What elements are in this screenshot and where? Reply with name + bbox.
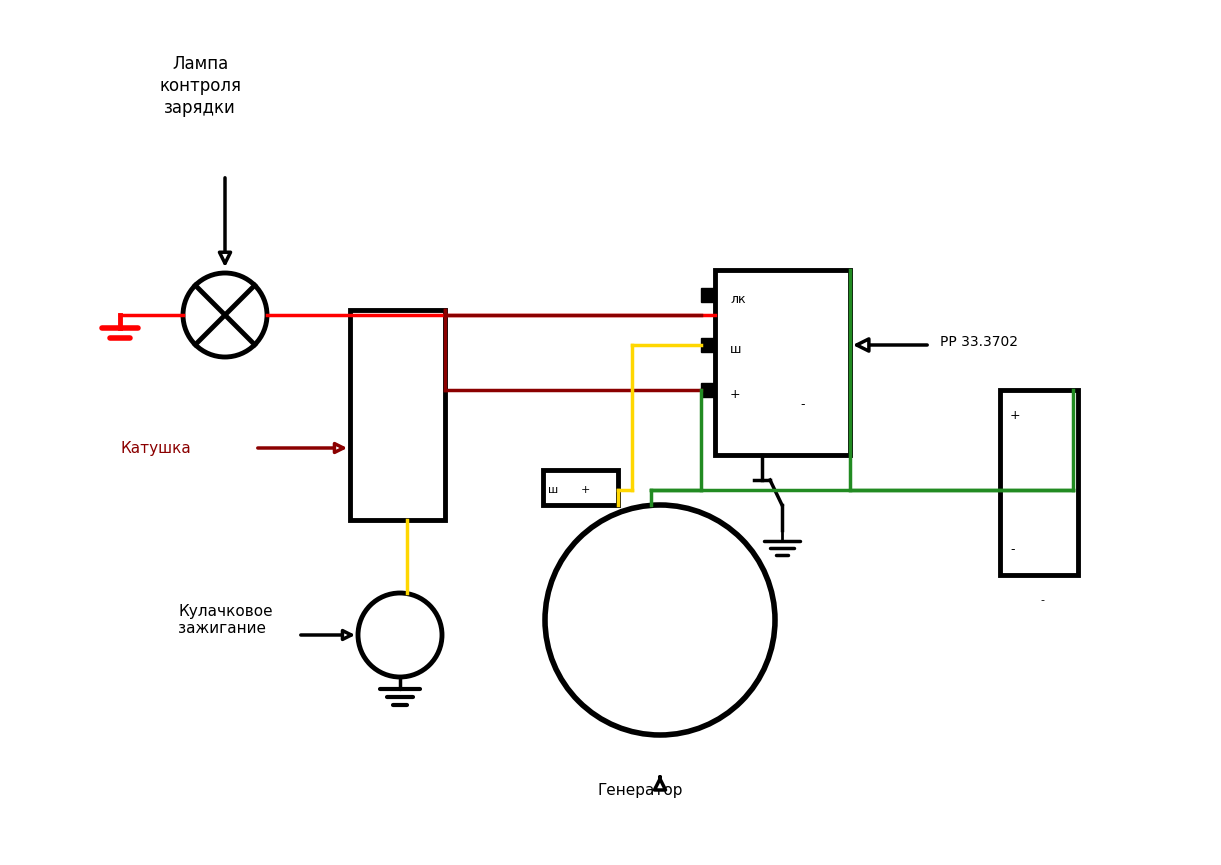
Text: +: + — [730, 388, 741, 400]
Text: Катушка: Катушка — [120, 440, 190, 456]
Bar — [543, 470, 618, 505]
Bar — [1000, 390, 1078, 575]
Bar — [716, 270, 850, 455]
Bar — [701, 288, 716, 302]
Text: -: - — [1040, 595, 1044, 605]
Text: -: - — [1010, 543, 1015, 556]
Text: -: - — [800, 399, 805, 412]
Bar — [350, 310, 444, 520]
Text: Лампа
контроля
зарядки: Лампа контроля зарядки — [159, 55, 241, 118]
Text: Кулачковое
зажигание: Кулачковое зажигание — [178, 604, 272, 636]
Text: +: + — [581, 485, 591, 495]
Text: лк: лк — [730, 292, 746, 305]
Bar — [701, 383, 716, 397]
Text: ш: ш — [548, 485, 558, 495]
Text: +: + — [1010, 408, 1021, 421]
Text: ш: ш — [730, 343, 741, 356]
Text: РР 33.3702: РР 33.3702 — [940, 335, 1018, 349]
Bar — [701, 338, 716, 352]
Text: Генератор: Генератор — [597, 783, 683, 798]
